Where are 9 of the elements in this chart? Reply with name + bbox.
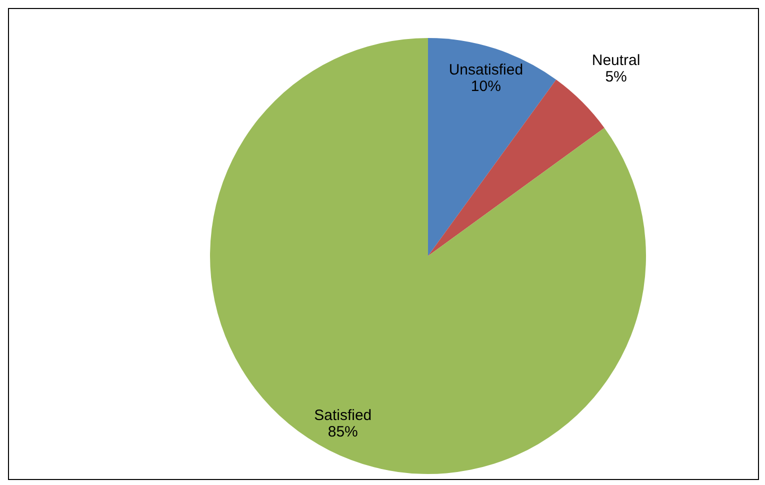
data-label: 10% bbox=[470, 78, 501, 96]
slice-label: Satisfied bbox=[314, 407, 372, 424]
pie-slice bbox=[210, 38, 646, 474]
data-label: 5% bbox=[605, 68, 627, 86]
data-label: 85% bbox=[328, 424, 358, 441]
slice-label: Unsatisfied bbox=[448, 62, 524, 79]
pie-slice bbox=[428, 38, 556, 256]
slice-label: Neutral bbox=[592, 52, 640, 69]
pie-slice bbox=[428, 80, 604, 256]
